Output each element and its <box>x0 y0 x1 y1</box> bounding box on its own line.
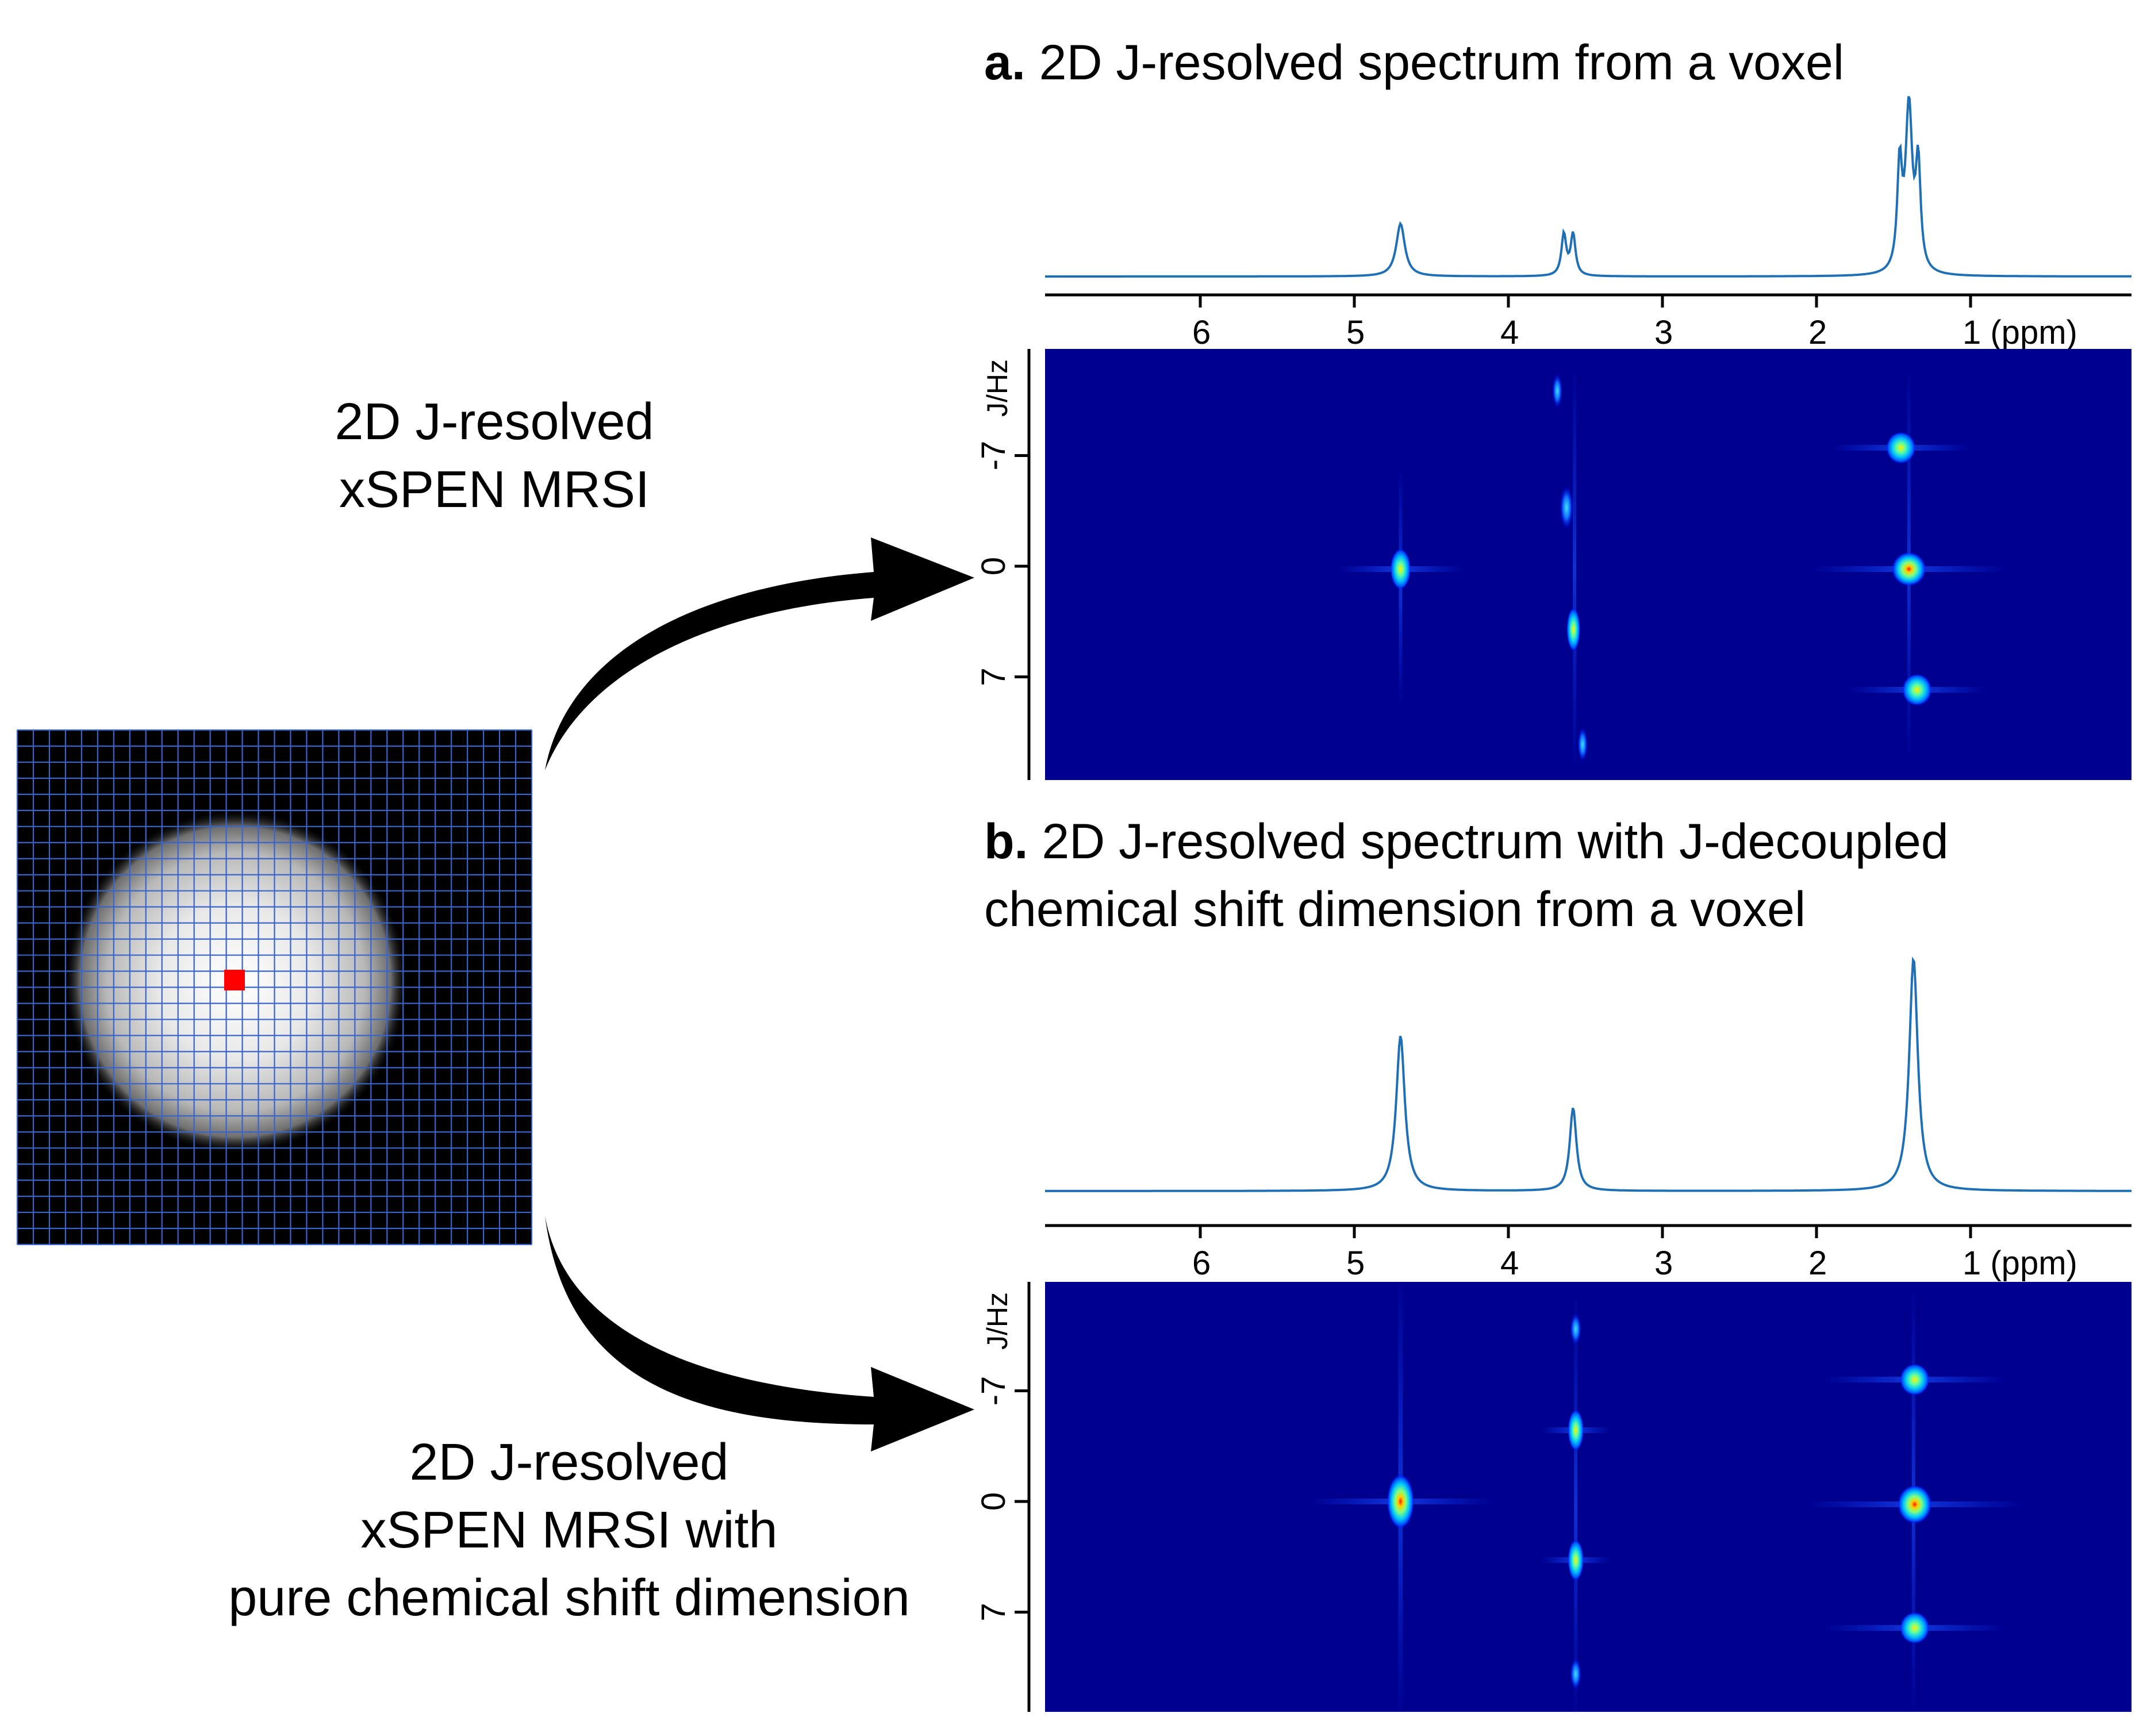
panel-a-title-text: 2D J-resolved spectrum from a voxel <box>1039 35 1844 90</box>
panel-b-title-text-1: 2D J-resolved spectrum with J-decoupled <box>1042 814 1949 869</box>
voxel-grid <box>16 729 533 1246</box>
cross-peak <box>1577 727 1588 762</box>
panel-a-2d-map <box>1045 349 2132 780</box>
method-label-bottom-line-2: xSPEN MRSI with <box>360 1501 778 1559</box>
j-axis-label: J/Hz <box>981 359 1013 417</box>
j-tick-label: 7 <box>975 1603 1012 1621</box>
cross-peak <box>1885 432 1916 464</box>
cross-peak <box>1568 1409 1584 1451</box>
ppm-tick-label: 5 <box>1346 1245 1365 1282</box>
method-label-bottom-line-3: pure chemical shift dimension <box>228 1569 910 1627</box>
ppm-tick-label: 4 <box>1500 314 1519 351</box>
panel-b: 6 5 4 3 2 1 (ppm) -7 0 7 J/Hz <box>975 957 2132 1713</box>
cross-peak <box>1899 1612 1930 1644</box>
panel-b-2d-map <box>1045 1282 2132 1712</box>
cross-peak <box>1570 1658 1582 1690</box>
j-axis-label: J/Hz <box>981 1292 1013 1350</box>
phantom-image <box>16 729 533 1246</box>
panel-a-ppm-ticks: 6 5 4 3 2 1 (ppm) <box>1192 295 2077 351</box>
panel-a-letter: a. <box>984 35 1026 90</box>
panel-b-title-line-2: chemical shift dimension from a voxel <box>984 882 1806 937</box>
method-label-top-line-1: 2D J-resolved <box>335 393 654 451</box>
j-tick-label: 0 <box>975 1492 1012 1511</box>
panel-b-title-line-1: b. 2D J-resolved spectrum with J-decoupl… <box>984 808 1949 875</box>
cross-peak <box>1891 552 1926 586</box>
j-tick-label: -7 <box>975 1376 1012 1406</box>
panel-b-title: b. 2D J-resolved spectrum with J-decoupl… <box>984 808 1949 943</box>
panel-a-2d-peaks <box>1337 374 2007 765</box>
panel-a-j-ticks: -7 0 7 J/Hz <box>975 359 1029 686</box>
j-tick-label: 0 <box>975 557 1012 575</box>
method-label-bottom: 2D J-resolved xSPEN MRSI with pure chemi… <box>172 1428 966 1632</box>
arrow-to-panel-b <box>545 1216 974 1451</box>
panel-b-letter: b. <box>984 814 1028 869</box>
cross-peak <box>1902 674 1932 706</box>
cross-peak <box>1897 1485 1932 1524</box>
peak-streak-vertical <box>1574 1299 1578 1713</box>
cross-peak <box>1560 486 1574 529</box>
j-tick-label: 7 <box>975 667 1012 686</box>
panel-b-j-ticks: -7 0 7 J/Hz <box>975 1292 1029 1622</box>
panel-a-1d-spectrum-line <box>1045 95 2132 278</box>
panel-b-1d-spectrum-line <box>1045 957 2132 1192</box>
cross-peak <box>1899 1364 1930 1396</box>
method-label-top: 2D J-resolved xSPEN MRSI <box>322 388 667 524</box>
cross-peak <box>1568 1539 1584 1581</box>
ppm-tick-label: 3 <box>1654 1245 1673 1282</box>
arrow-to-panel-a <box>545 537 974 770</box>
panel-a-title: a. 2D J-resolved spectrum from a voxel <box>984 29 1844 97</box>
selected-voxel <box>224 970 245 990</box>
panel-b-ppm-ticks: 6 5 4 3 2 1 (ppm) <box>1192 1226 2077 1282</box>
method-label-top-line-2: xSPEN MRSI <box>339 461 650 519</box>
ppm-tick-label: 2 <box>1808 314 1827 351</box>
ppm-tick-label: 4 <box>1500 1245 1519 1282</box>
cross-peak <box>1552 374 1563 408</box>
panel-b-2d-peaks <box>1308 1285 2024 1713</box>
ppm-tick-label: 3 <box>1654 314 1673 351</box>
cross-peak <box>1566 608 1581 651</box>
j-tick-label: -7 <box>975 441 1012 471</box>
ppm-tick-label: 6 <box>1192 314 1211 351</box>
ppm-tick-label: 5 <box>1346 314 1365 351</box>
cross-peak <box>1570 1313 1582 1345</box>
cross-peak <box>1387 1474 1415 1529</box>
ppm-tick-label: 2 <box>1808 1245 1827 1282</box>
ppm-tick-label: 1 (ppm) <box>1963 1245 2077 1282</box>
panel-a: 6 5 4 3 2 1 (ppm) -7 0 7 J/Hz <box>975 95 2132 780</box>
ppm-tick-label: 1 (ppm) <box>1963 314 2077 351</box>
peak-streak-vertical <box>1573 374 1577 765</box>
cross-peak <box>1390 548 1411 590</box>
ppm-tick-label: 6 <box>1192 1245 1211 1282</box>
method-label-bottom-line-1: 2D J-resolved <box>409 1434 729 1491</box>
